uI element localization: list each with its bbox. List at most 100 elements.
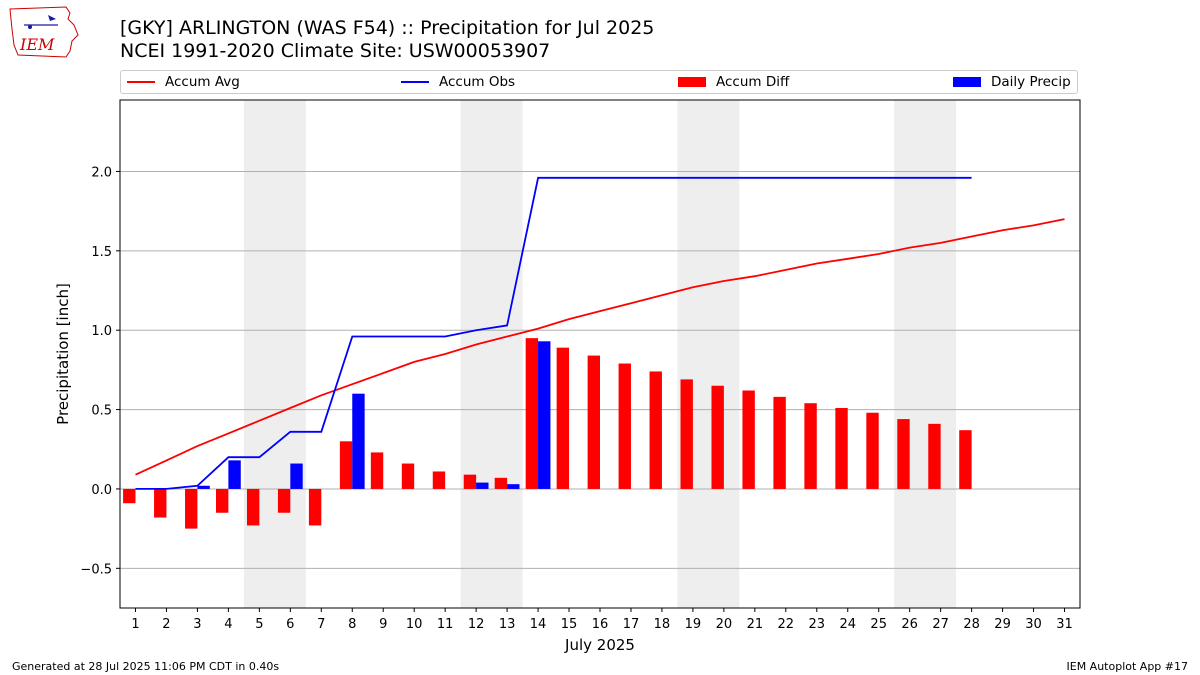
x-tick-label-1: 1 [131,617,139,632]
x-tick-label-9: 9 [379,617,387,632]
legend-label-daily-precip: Daily Precip [991,74,1071,90]
x-tick-label-5: 5 [255,617,263,632]
x-tick-label-6: 6 [286,617,294,632]
bar-accum-diff-7 [308,488,322,526]
legend-label-accum-avg: Accum Avg [165,74,240,90]
bar-accum-diff-8 [339,441,353,489]
x-axis-label: July 2025 [564,636,635,654]
weekend-band-1 [460,100,523,608]
bar-daily-precip-14 [538,341,551,489]
bar-accum-diff-14 [525,338,539,489]
weekend-band-0 [243,100,306,608]
axes: 1 2 3 4 5 6 7 8 9 10 11 12 13 14 15 16 17 18 19 20 21 22 23 24 2… [80,165,1072,632]
legend-swatch-daily-precip [953,77,981,87]
bar-accum-diff-3 [185,488,198,529]
bar-accum-diff-12 [463,474,477,489]
logo-text: IEM [19,35,55,54]
x-tick-label-8: 8 [348,617,356,632]
x-tick-label-15: 15 [561,617,578,632]
bar-accum-diff-28 [959,430,972,489]
x-tick-label-27: 27 [932,617,949,632]
chart-subtitle: NCEI 1991-2020 Climate Site: USW00053907 [120,40,551,62]
bars [123,338,972,529]
bar-accum-diff-19 [680,379,693,489]
weekend-band-2 [677,100,740,608]
line-accum-obs [135,176,972,490]
bar-daily-precip-12 [476,482,489,489]
y-tick-label-5: 2.0 [91,165,112,180]
y-tick-label-4: 1.5 [91,245,112,260]
legend-entry-accum-diff: Accum Diff [678,74,789,90]
legend-entry-accum-obs: Accum Obs [401,74,515,90]
x-tick-label-29: 29 [994,617,1011,632]
series-lines [135,176,1065,490]
legend-swatch-accum-avg [127,81,155,83]
bar-accum-diff-5 [246,488,260,526]
x-tick-label-3: 3 [193,617,201,632]
legend-entry-accum-avg: Accum Avg [127,74,240,90]
x-tick-label-12: 12 [468,617,485,632]
bar-daily-precip-3 [197,485,210,489]
x-tick-label-22: 22 [778,617,795,632]
x-tick-label-17: 17 [623,617,640,632]
bar-accum-diff-23 [804,403,817,489]
bar-accum-diff-16 [587,355,600,489]
y-tick-label-0: −0.5 [80,562,112,577]
bar-daily-precip-6 [290,463,303,489]
x-tick-label-18: 18 [654,617,671,632]
x-tick-label-26: 26 [901,617,918,632]
footer-generated: Generated at 28 Jul 2025 11:06 PM CDT in… [12,660,280,673]
bar-accum-diff-11 [432,471,446,489]
x-tick-label-23: 23 [809,617,826,632]
grid-lines [120,170,1080,569]
bar-accum-diff-24 [835,407,848,489]
bar-accum-diff-4 [216,488,229,513]
legend: Accum Avg Accum Obs Accum Diff Daily Pre… [120,70,1078,94]
bar-accum-diff-22 [773,396,786,489]
y-axis-label: Precipitation [inch] [54,283,72,425]
x-tick-label-14: 14 [530,617,547,632]
plot-frame [119,99,1081,609]
footer-app: IEM Autoplot App #17 [1066,660,1189,673]
bar-accum-diff-27 [928,423,941,489]
bar-accum-diff-15 [556,347,570,489]
x-tick-label-10: 10 [406,617,423,632]
line-accum-avg [135,218,1065,476]
chart-title: [GKY] ARLINGTON (WAS F54) :: Precipitati… [120,17,655,39]
bar-accum-diff-20 [711,385,724,489]
bar-accum-diff-21 [742,390,755,489]
y-tick-label-3: 1.0 [91,324,112,339]
x-tick-label-11: 11 [437,617,454,632]
bar-daily-precip-8 [352,393,365,489]
bar-accum-diff-26 [897,419,910,489]
x-tick-label-19: 19 [685,617,702,632]
bar-accum-diff-10 [401,463,415,489]
bar-accum-diff-25 [866,412,879,489]
iowa-state-outline-icon [9,6,79,58]
x-tick-label-28: 28 [963,617,980,632]
weekend-band-3 [894,100,957,608]
bar-daily-precip-4 [228,460,241,489]
legend-swatch-accum-obs [401,81,429,83]
bar-accum-diff-9 [370,452,384,489]
legend-swatch-accum-diff [678,77,706,87]
bar-accum-diff-18 [649,371,662,489]
bar-accum-diff-6 [277,488,291,513]
x-tick-label-7: 7 [317,617,325,632]
legend-entry-daily-precip: Daily Precip [953,74,1071,90]
x-tick-label-21: 21 [747,617,764,632]
x-tick-label-30: 30 [1025,617,1042,632]
x-tick-label-25: 25 [870,617,887,632]
bar-daily-precip-13 [507,484,520,489]
bar-accum-diff-17 [618,363,631,489]
bar-accum-diff-2 [154,488,167,518]
x-tick-label-20: 20 [716,617,733,632]
y-tick-label-1: 0.0 [91,483,112,498]
legend-label-accum-diff: Accum Diff [716,74,790,90]
y-tick-label-2: 0.5 [91,404,112,419]
bar-accum-diff-13 [494,477,508,489]
bar-accum-diff-1 [123,488,136,504]
iem-logo: IEM [9,6,79,58]
x-tick-label-16: 16 [592,617,609,632]
x-tick-label-4: 4 [224,617,232,632]
